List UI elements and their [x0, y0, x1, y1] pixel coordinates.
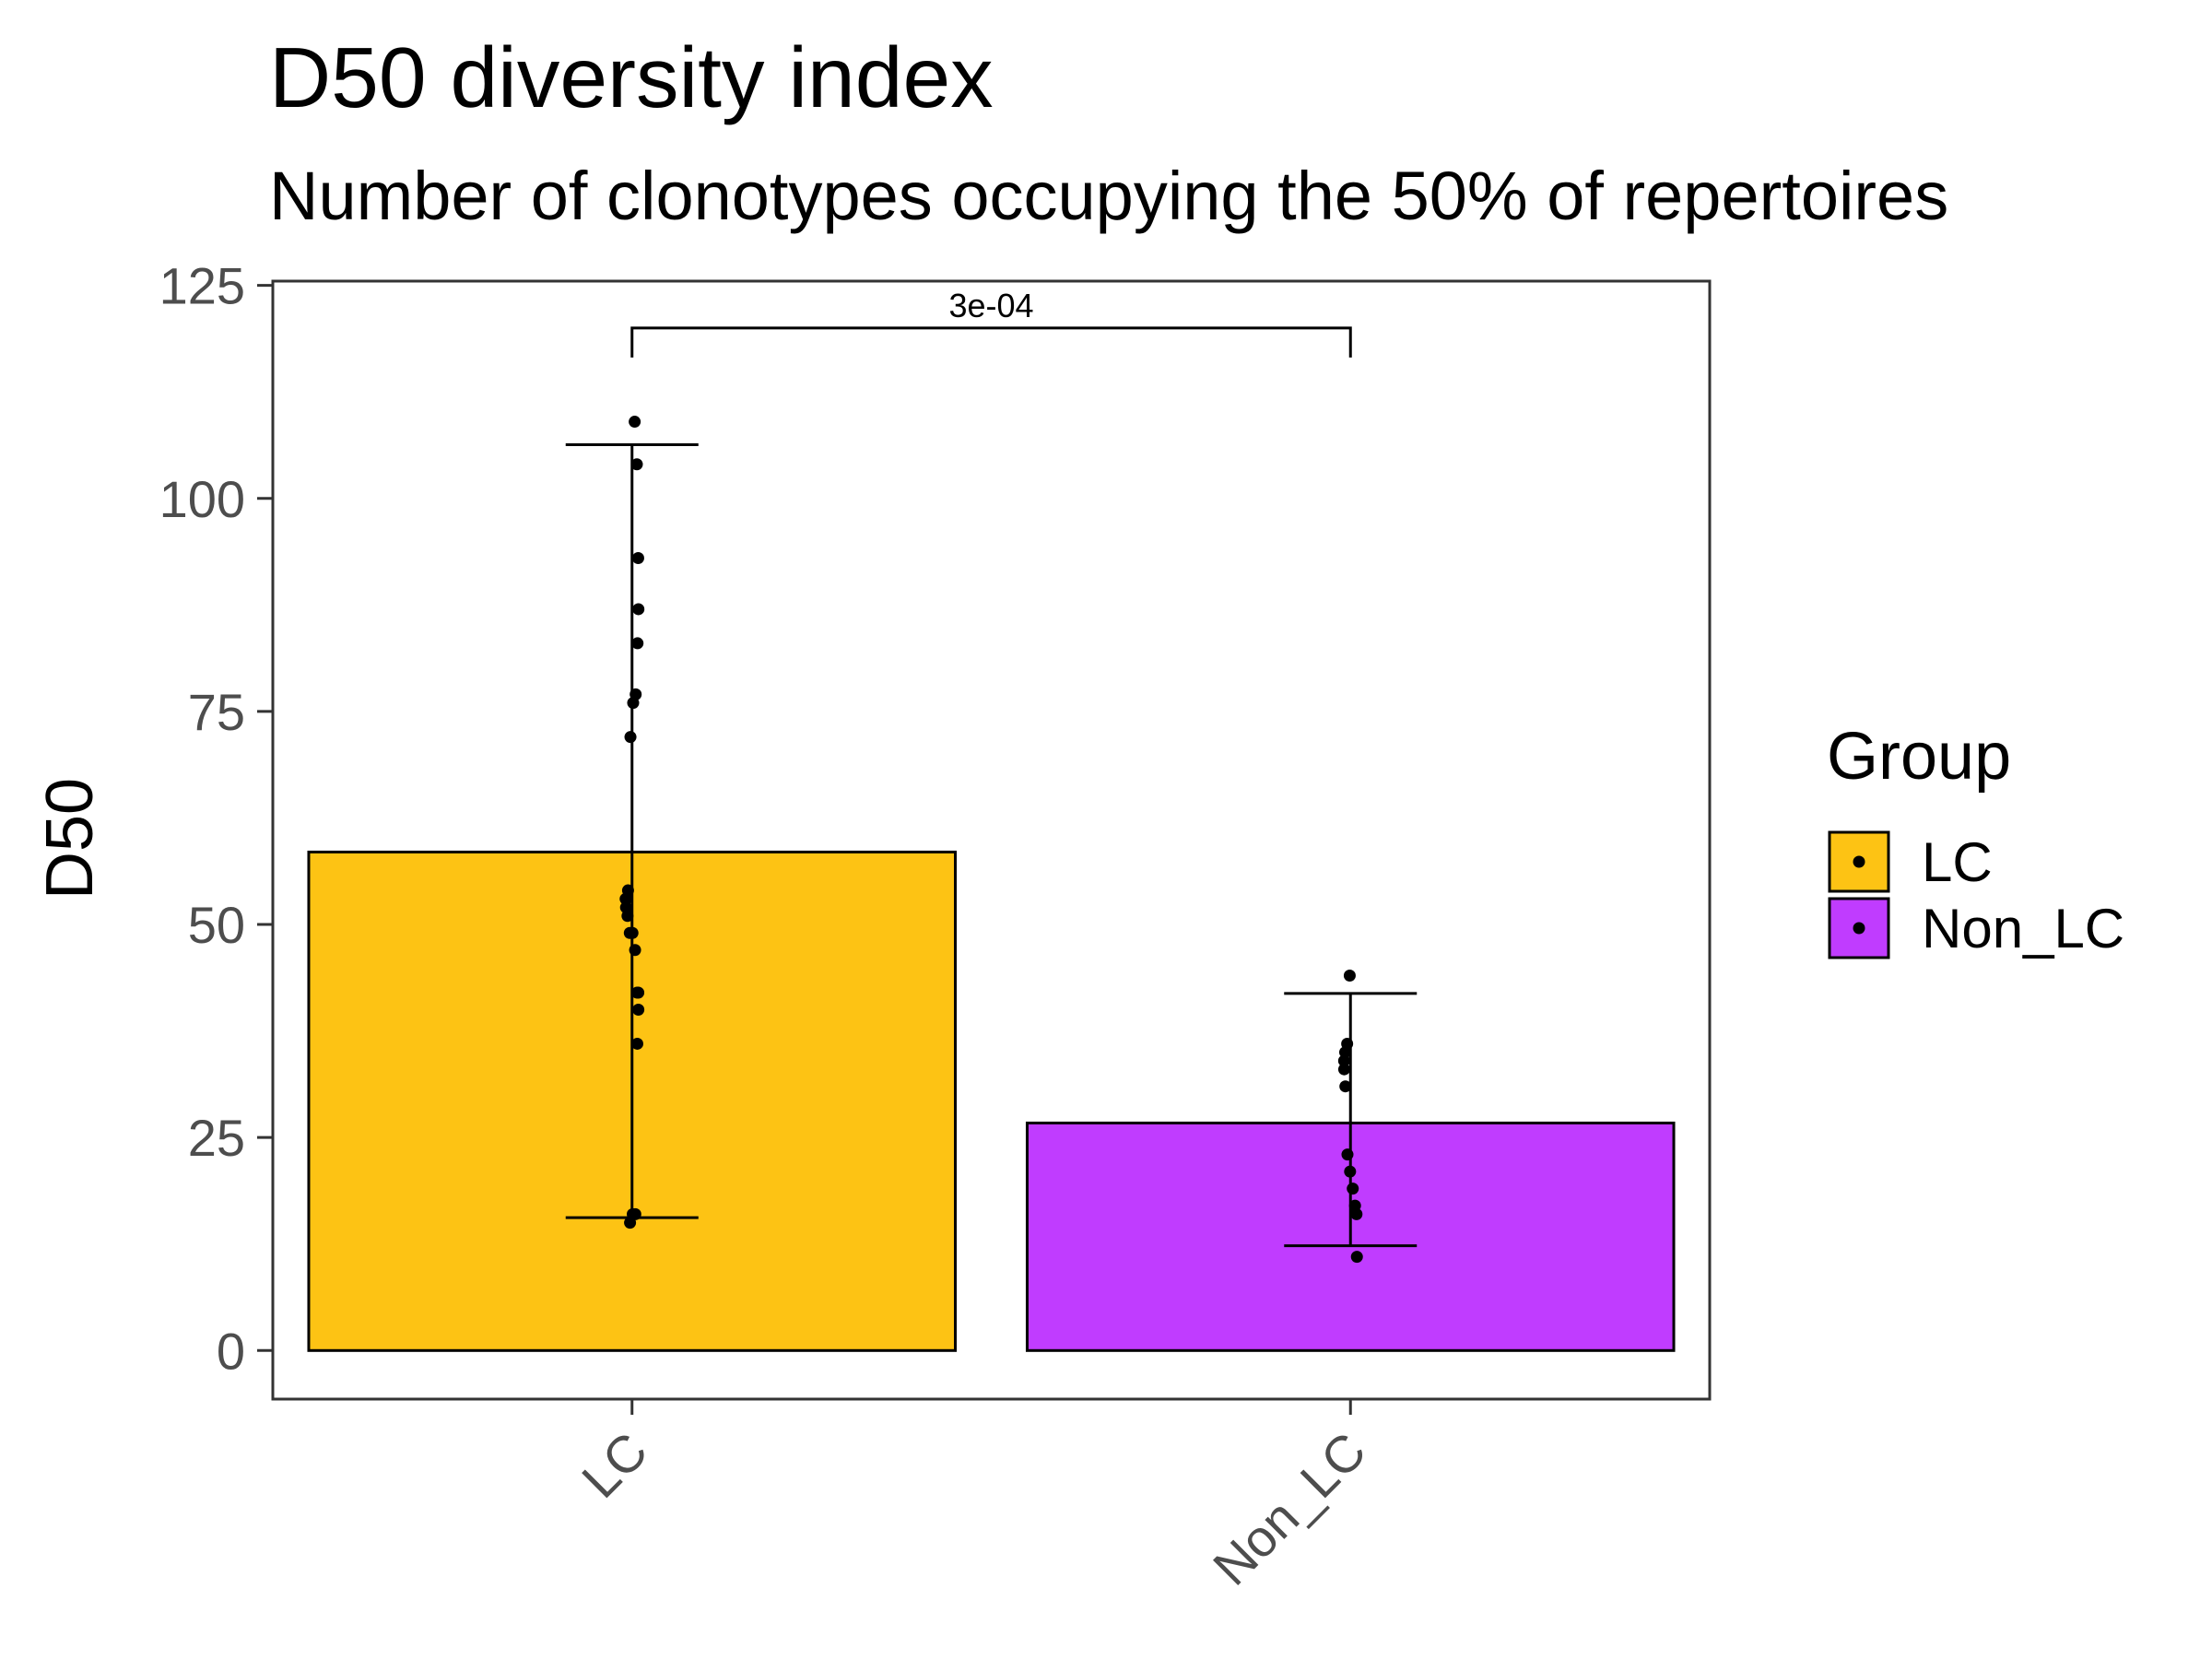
data-point-non-lc [1347, 1182, 1359, 1195]
data-point-lc [626, 926, 639, 939]
data-point-lc [630, 458, 643, 471]
data-point-non-lc [1350, 1251, 1363, 1264]
y-tick-label-100: 100 [159, 470, 245, 528]
data-point-non-lc [1343, 970, 1356, 982]
data-point-non-lc [1337, 1063, 1350, 1076]
legend-item-non-lc: Non_LC [1828, 897, 2124, 959]
legend-title: Group [1827, 720, 2011, 794]
significance-label: 3e-04 [948, 287, 1033, 324]
y-tick-label-50: 50 [188, 896, 245, 954]
data-point-lc [624, 731, 637, 744]
plot-area: 3e-04 [307, 287, 1676, 1352]
data-point-non-lc [1350, 1207, 1363, 1220]
data-point-lc [632, 986, 645, 999]
data-point-lc [629, 944, 641, 957]
legend-point-marker [1853, 855, 1865, 868]
legend-label: LC [1922, 831, 1993, 893]
y-tick-label-125: 125 [159, 257, 245, 315]
data-point-lc [632, 603, 645, 616]
data-point-lc [632, 1003, 645, 1016]
data-point-non-lc [1341, 1148, 1354, 1161]
data-point-lc [624, 1217, 637, 1230]
significance-bracket: 3e-04 [630, 287, 1352, 358]
data-point-non-lc [1337, 1054, 1350, 1067]
data-point-non-lc [1339, 1080, 1352, 1093]
x-tick-label-lc: LC [571, 1421, 658, 1509]
data-point-lc [631, 637, 644, 650]
data-point-lc [631, 551, 644, 564]
chart-title: D50 diversity index [269, 29, 994, 125]
y-tick-label-25: 25 [188, 1109, 245, 1167]
significance-bracket-line [630, 326, 1352, 358]
data-point-lc [630, 1037, 643, 1050]
legend-label: Non_LC [1922, 898, 2124, 959]
data-point-lc [621, 910, 634, 923]
data-point-lc [619, 892, 632, 905]
data-point-lc [627, 697, 640, 710]
x-tick-label-non-lc: Non_LC [1202, 1421, 1377, 1596]
y-tick-label-0: 0 [217, 1322, 245, 1380]
chart-subtitle: Number of clonotypes occupying the 50% o… [269, 158, 1948, 234]
legend-point-marker [1853, 922, 1865, 935]
legend-item-lc: LC [1828, 830, 1993, 893]
y-tick-label-75: 75 [188, 683, 245, 741]
plot-panel-border [271, 279, 1712, 1401]
data-point-lc [629, 416, 641, 429]
y-axis-title: D50 [33, 778, 107, 900]
data-point-non-lc [1344, 1165, 1357, 1178]
